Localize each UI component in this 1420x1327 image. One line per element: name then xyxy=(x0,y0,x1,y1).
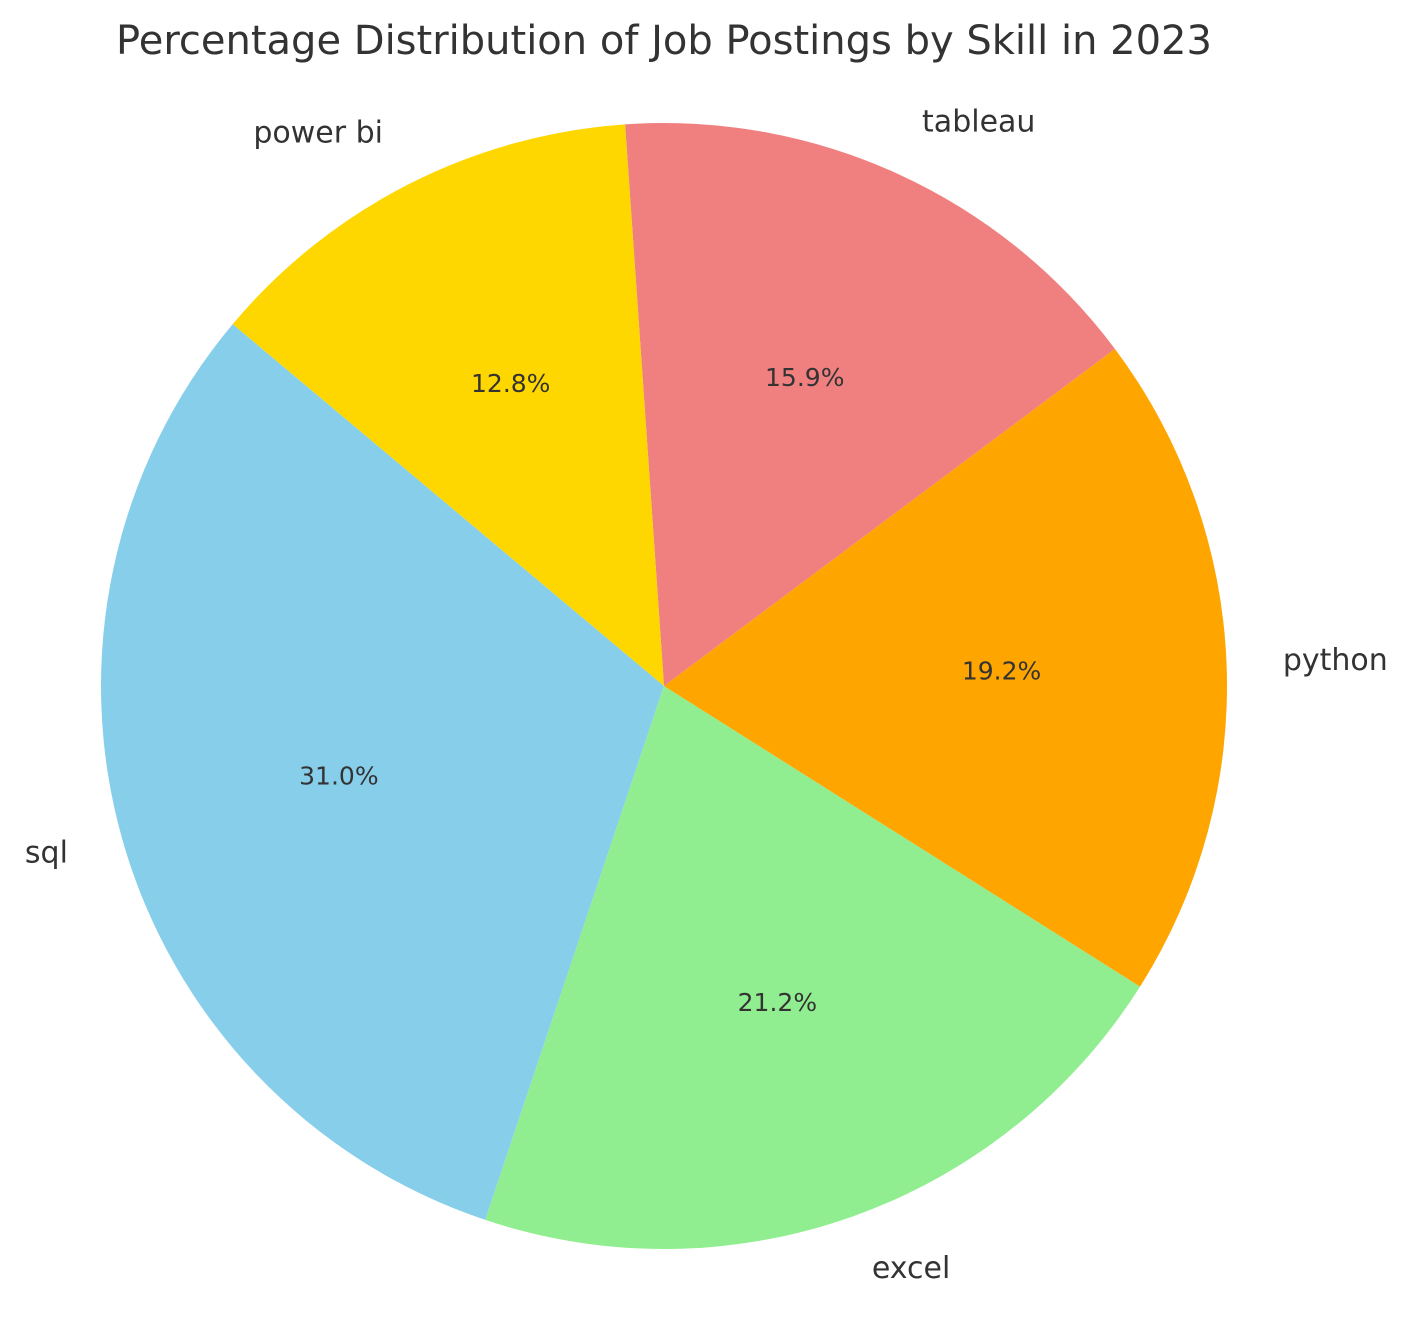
pie-slice-python xyxy=(664,348,1227,987)
pie-slice-sql xyxy=(100,324,665,1220)
chart-title: Percentage Distribution of Job Postings … xyxy=(116,18,1212,64)
slice-label-power-bi: power bi xyxy=(253,116,383,151)
slice-percent-excel: 21.2% xyxy=(738,988,817,1017)
pie-slice-tableau xyxy=(625,123,1115,686)
slice-percent-power-bi: 12.8% xyxy=(471,369,550,398)
slice-label-sql: sql xyxy=(25,836,68,871)
slice-percent-tableau: 15.9% xyxy=(765,363,844,392)
pie-slices xyxy=(100,123,1227,1249)
slice-percent-python: 19.2% xyxy=(962,657,1041,686)
pie-slice-excel xyxy=(485,686,1141,1249)
slice-label-tableau: tableau xyxy=(922,105,1035,140)
slice-label-excel: excel xyxy=(872,1251,950,1286)
slice-percent-sql: 31.0% xyxy=(299,762,378,791)
slice-label-python: python xyxy=(1283,643,1388,678)
pie-labels: sql 31.0% excel 21.2% python 19.2% tableau 15.9… xyxy=(25,105,1388,1286)
pie-slice-power-bi xyxy=(232,124,664,686)
